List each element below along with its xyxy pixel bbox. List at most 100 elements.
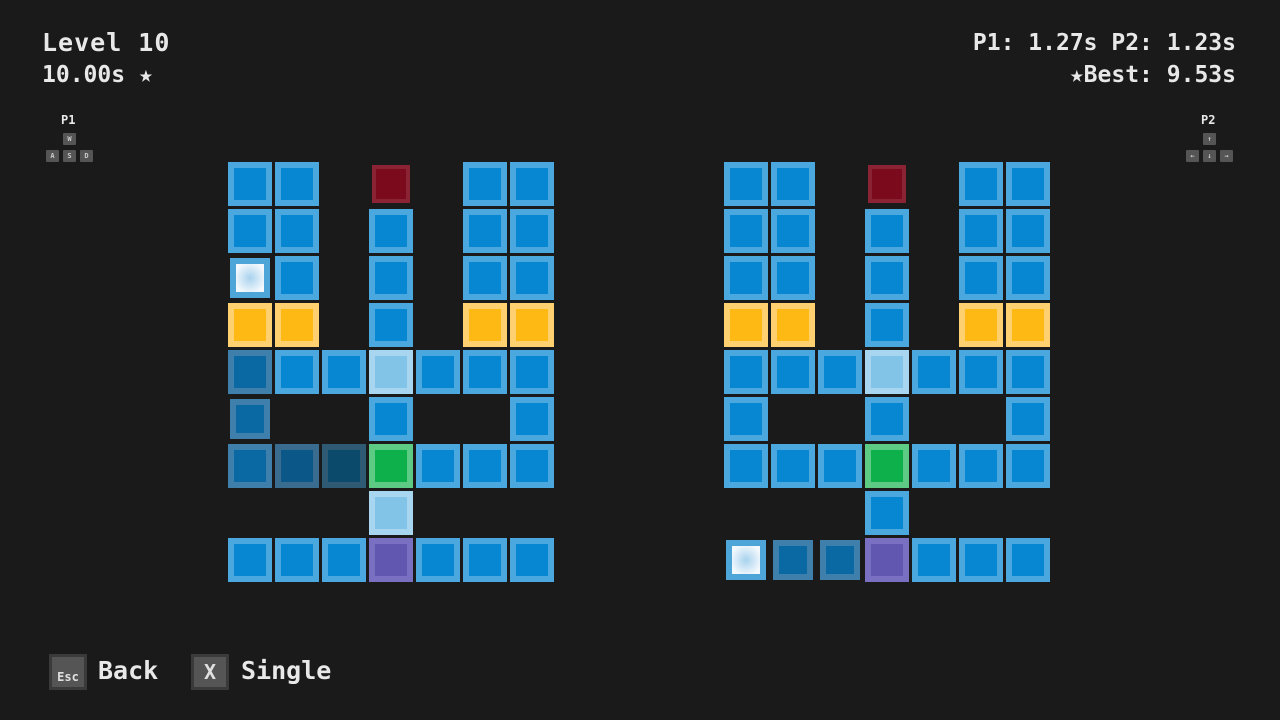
- best-time-value: Best: 9.53s: [1083, 62, 1236, 88]
- tile-yellow: [463, 303, 507, 347]
- tile-blue: [959, 256, 1003, 300]
- star-icon: ★: [1069, 62, 1084, 88]
- tile-blue: [275, 162, 319, 206]
- tile-blue: [771, 350, 815, 394]
- best-time: ★Best: 9.53s: [1070, 62, 1236, 88]
- tile-blue: [724, 162, 768, 206]
- tile-blue: [959, 444, 1003, 488]
- key-d: D: [80, 150, 93, 162]
- tile-yellow: [959, 303, 1003, 347]
- tile-blue: [369, 303, 413, 347]
- tile-blue: [463, 350, 507, 394]
- key-a: A: [46, 150, 59, 162]
- tile-blue: [510, 350, 554, 394]
- tile-visited: [228, 444, 272, 488]
- tile-blue: [510, 397, 554, 441]
- star-icon: ★: [138, 62, 153, 88]
- tile-yellow: [510, 303, 554, 347]
- tile-yellow: [228, 303, 272, 347]
- tile-blue: [724, 256, 768, 300]
- tile-blue: [228, 538, 272, 582]
- tile-blue: [771, 256, 815, 300]
- tile-blue: [510, 162, 554, 206]
- arrow-right-icon: →: [1220, 150, 1233, 162]
- tile-blue: [724, 444, 768, 488]
- tile-player: [230, 258, 270, 298]
- tile-light-blue: [369, 491, 413, 535]
- tile-blue: [865, 397, 909, 441]
- tile-blue: [959, 538, 1003, 582]
- tile-yellow: [1006, 303, 1050, 347]
- target-time: 10.00s ★: [42, 62, 153, 88]
- tile-blue: [818, 444, 862, 488]
- tile-blue: [369, 209, 413, 253]
- tile-blue: [724, 397, 768, 441]
- tile-blue: [416, 350, 460, 394]
- tile-blue: [416, 538, 460, 582]
- tile-blue: [912, 350, 956, 394]
- tile-purple: [369, 538, 413, 582]
- esc-key-icon: Esc: [49, 654, 87, 690]
- tile-purple: [865, 538, 909, 582]
- tile-blue: [369, 397, 413, 441]
- tile-blue: [1006, 444, 1050, 488]
- arrow-left-icon: ←: [1186, 150, 1199, 162]
- arrow-down-icon: ↓: [1203, 150, 1216, 162]
- tile-blue: [510, 256, 554, 300]
- tile-blue: [724, 209, 768, 253]
- single-label: Single: [241, 656, 332, 685]
- tile-blue: [322, 350, 366, 394]
- key-s: S: [63, 150, 76, 162]
- tile-yellow: [771, 303, 815, 347]
- tile-blue: [771, 162, 815, 206]
- tile-visited-darker: [275, 444, 319, 488]
- tile-blue: [959, 350, 1003, 394]
- tile-light-blue: [865, 350, 909, 394]
- level-title: Level 10: [42, 28, 171, 57]
- tile-blue: [322, 538, 366, 582]
- tile-player: [726, 540, 766, 580]
- tile-visited: [773, 540, 813, 580]
- tile-visited: [230, 399, 270, 439]
- tile-blue: [724, 350, 768, 394]
- tile-blue: [416, 444, 460, 488]
- tile-blue: [275, 538, 319, 582]
- arrow-up-icon: ↑: [1203, 133, 1216, 145]
- tile-blue: [771, 209, 815, 253]
- tile-yellow: [724, 303, 768, 347]
- tile-blue: [510, 444, 554, 488]
- tile-blue: [510, 209, 554, 253]
- key-w: W: [63, 133, 76, 145]
- tile-blue: [912, 538, 956, 582]
- tile-blue: [369, 256, 413, 300]
- tile-green: [369, 444, 413, 488]
- back-label: Back: [98, 656, 159, 685]
- tile-blue: [228, 162, 272, 206]
- tile-blue: [959, 209, 1003, 253]
- tile-green: [865, 444, 909, 488]
- tile-visited: [228, 350, 272, 394]
- tile-blue: [912, 444, 956, 488]
- tile-light-blue: [369, 350, 413, 394]
- tile-blue: [510, 538, 554, 582]
- target-time-value: 10.00s: [42, 62, 126, 88]
- tile-blue: [463, 538, 507, 582]
- tile-blue: [865, 209, 909, 253]
- tile-red: [372, 165, 410, 203]
- x-key-icon: X: [191, 654, 229, 690]
- tile-blue: [818, 350, 862, 394]
- tile-blue: [228, 209, 272, 253]
- tile-blue: [275, 256, 319, 300]
- tile-blue: [1006, 397, 1050, 441]
- tile-blue: [463, 444, 507, 488]
- tile-blue: [463, 209, 507, 253]
- tile-blue: [463, 162, 507, 206]
- tile-blue: [275, 209, 319, 253]
- tile-yellow: [275, 303, 319, 347]
- tile-blue: [275, 350, 319, 394]
- p1-label: P1: [61, 113, 76, 127]
- tile-blue: [1006, 162, 1050, 206]
- p2-label: P2: [1201, 113, 1216, 127]
- tile-visited: [820, 540, 860, 580]
- player-times: P1: 1.27s P2: 1.23s: [972, 30, 1236, 56]
